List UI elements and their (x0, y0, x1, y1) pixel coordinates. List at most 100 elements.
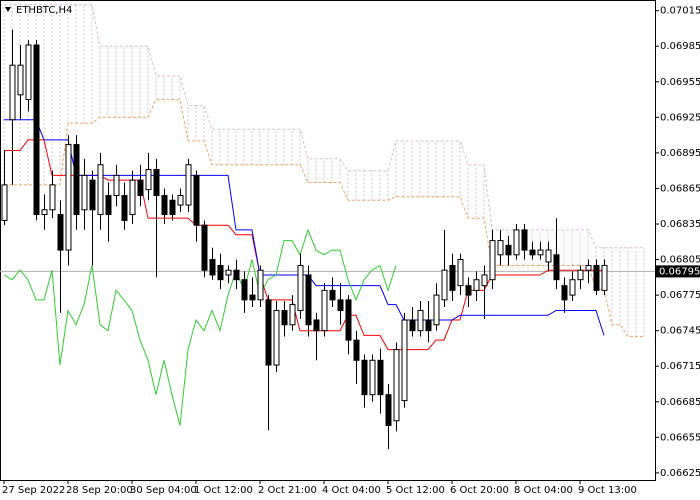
candle-body (305, 274, 312, 326)
y-tick-label: 0.06685 (660, 397, 700, 408)
symbol-icon (5, 7, 11, 12)
candle-body (25, 44, 32, 101)
current-price-box (656, 265, 700, 278)
candle-body (577, 269, 584, 281)
candle-body (561, 285, 568, 301)
candle-body (65, 144, 72, 251)
candle-body (361, 359, 368, 396)
candle-body (321, 289, 328, 332)
y-tick-label: 0.06985 (660, 41, 700, 52)
x-tick-label: 8 Oct 04:00 (514, 485, 573, 496)
x-tick-label: 27 Sep 2022 (2, 485, 65, 496)
candle-body (569, 279, 576, 296)
candle-body (393, 349, 400, 422)
candle-body (113, 174, 120, 197)
candle-body (185, 164, 192, 206)
x-tick-label: 5 Oct 12:00 (386, 485, 445, 496)
candle-body (425, 319, 432, 332)
indicator-line (4, 139, 604, 351)
candle-body (337, 299, 344, 312)
candle-body (537, 249, 544, 256)
candle-body (377, 359, 384, 396)
candle-body (49, 184, 56, 211)
plot-frame (0, 0, 656, 481)
x-tick-label: 28 Sep 20:00 (66, 485, 133, 496)
candle-body (145, 168, 152, 191)
candle-body (233, 269, 240, 281)
candle-body (81, 174, 88, 211)
candle-body (385, 394, 392, 426)
candle-body (529, 249, 536, 256)
candle-body (513, 229, 520, 256)
candle-body (73, 144, 80, 216)
candle-body (105, 195, 112, 216)
y-tick-label: 0.06865 (660, 183, 700, 194)
candle-body (585, 264, 592, 271)
candle-body (313, 319, 320, 332)
candle-body (329, 289, 336, 301)
y-tick-label: 0.06625 (660, 468, 700, 479)
candle-body (1, 184, 8, 221)
candle-body (481, 274, 488, 287)
candle-body (409, 319, 416, 332)
candle-body (345, 299, 352, 341)
chart-title: ETHBTC,H4 (16, 5, 72, 16)
candle-body (441, 269, 448, 301)
y-tick-label: 0.06835 (660, 219, 700, 230)
candle-body (33, 44, 40, 216)
candle-body (9, 64, 16, 121)
candle-body (161, 195, 168, 216)
y-tick-label: 0.06925 (660, 112, 700, 123)
candle-body (137, 179, 144, 197)
candle-body (17, 64, 24, 96)
current-price-label: 0.06795 (659, 266, 700, 277)
candle-body (457, 259, 464, 287)
candle-body (169, 199, 176, 216)
candle-body (401, 319, 408, 402)
candle-body (265, 299, 272, 366)
candle-body (225, 269, 232, 276)
indicator-line (3, 228, 397, 426)
candle-body (249, 294, 256, 301)
y-tick-label: 0.06745 (660, 326, 700, 337)
candle-body (121, 195, 128, 221)
candle-body (433, 294, 440, 326)
candle-body (217, 264, 224, 281)
candle-body (289, 304, 296, 326)
candle-body (129, 179, 136, 216)
plot-layer (0, 4, 655, 450)
candle-body (417, 310, 424, 332)
candle-body (353, 339, 360, 361)
candle-body (521, 229, 528, 251)
candle-body (241, 279, 248, 301)
span-a-line (4, 99, 644, 338)
x-tick-label: 1 Oct 12:00 (194, 485, 253, 496)
x-tick-label: 2 Oct 21:00 (258, 485, 317, 496)
candle-body (369, 359, 376, 396)
candle-body (193, 174, 200, 226)
candle-body (297, 264, 304, 312)
candle-body (593, 264, 600, 291)
candle-body (497, 240, 504, 256)
y-tick-label: 0.06715 (660, 361, 700, 372)
x-tick-label: 30 Sep 04:00 (130, 485, 197, 496)
candle-body (473, 279, 480, 291)
x-tick-label: 4 Oct 04:00 (322, 485, 381, 496)
candle-body (553, 254, 560, 281)
candle-body (545, 249, 552, 263)
y-tick-label: 0.06955 (660, 77, 700, 88)
candle-body (273, 310, 280, 366)
candle-body (97, 164, 104, 216)
span-b-line (4, 4, 644, 249)
candle-body (449, 264, 456, 291)
candle-body (465, 285, 472, 296)
candle-body (41, 209, 48, 216)
candle-body (489, 240, 496, 281)
x-tick-label: 9 Oct 13:00 (578, 485, 637, 496)
candle-body (505, 244, 512, 256)
y-tick-label: 0.06655 (660, 432, 700, 443)
y-tick-label: 0.06805 (660, 255, 700, 266)
candle-body (89, 179, 96, 211)
candle-body (209, 259, 216, 276)
